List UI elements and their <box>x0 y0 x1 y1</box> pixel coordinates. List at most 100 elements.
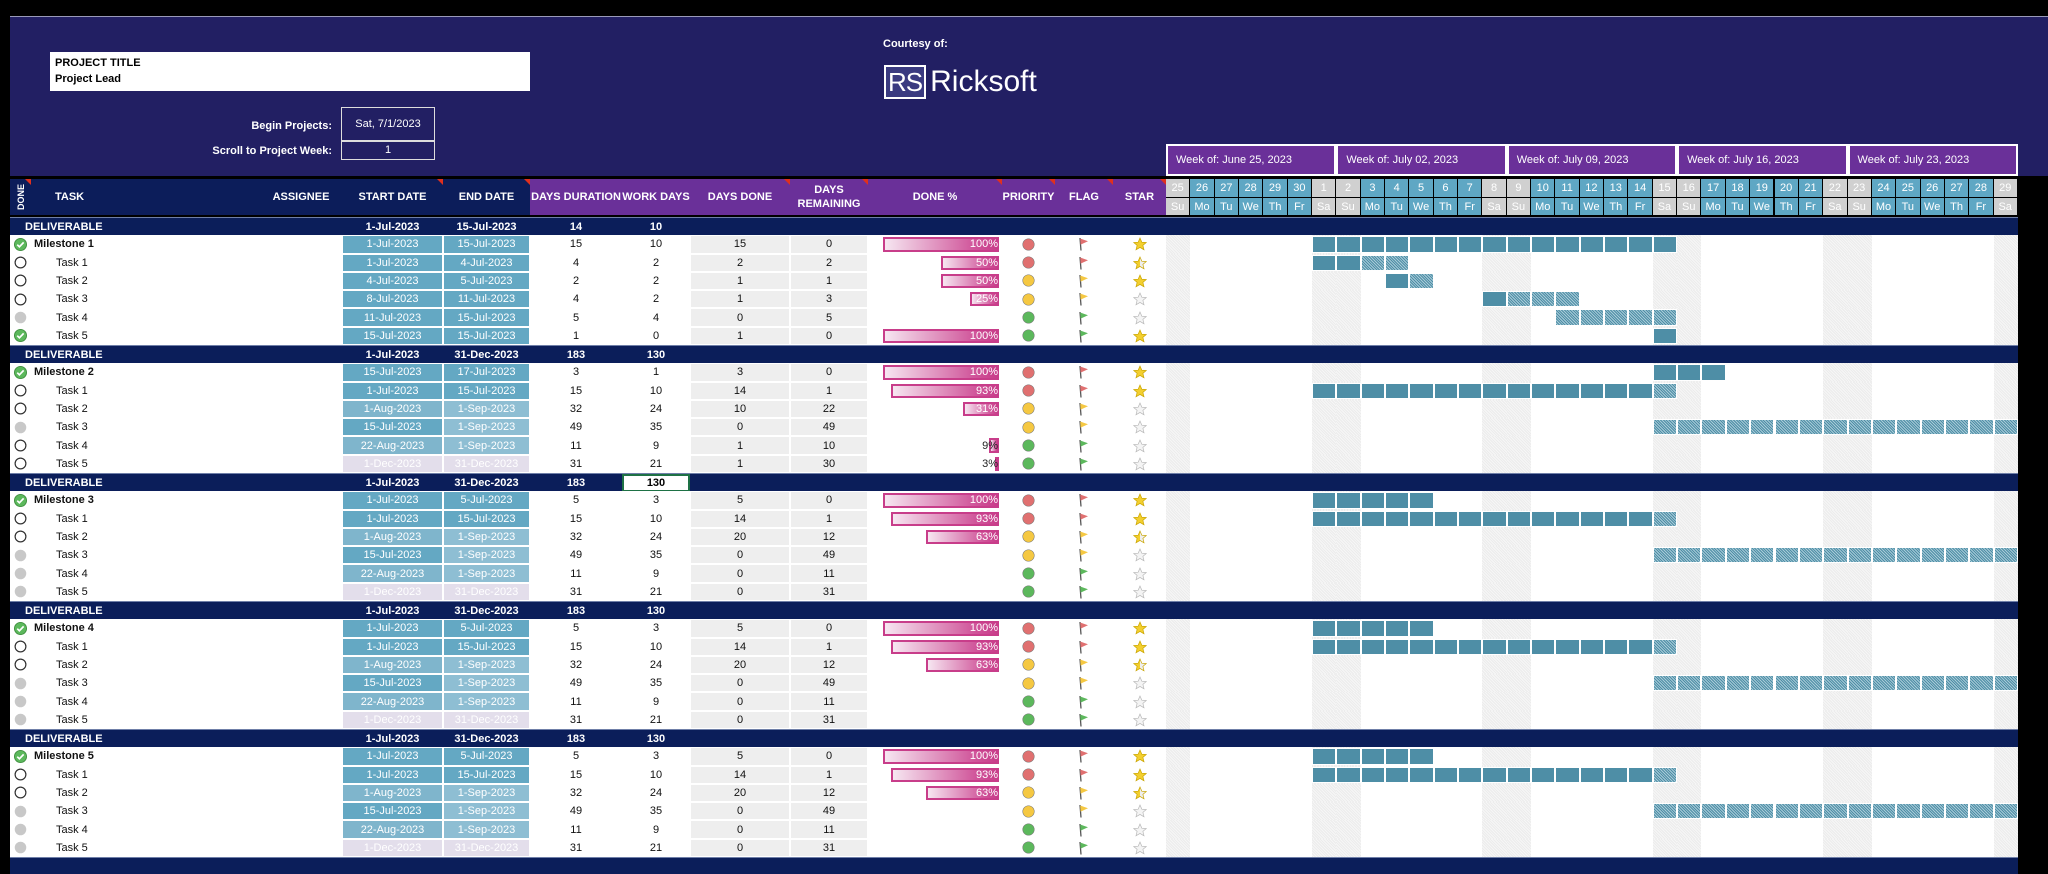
gantt-cell-remaining[interactable] <box>1701 675 1726 692</box>
gantt-cell-remaining[interactable] <box>1993 675 2018 692</box>
gantt-cell-remaining[interactable] <box>1701 547 1726 564</box>
gantt-cell-done[interactable] <box>1506 766 1532 783</box>
start-date[interactable]: 15-Jul-2023 <box>342 546 443 565</box>
gantt-cell-remaining[interactable] <box>1360 254 1386 271</box>
star-empty-icon[interactable] <box>1113 308 1166 326</box>
gantt-cell-done[interactable] <box>1579 382 1605 399</box>
end-date[interactable]: 15-Jul-2023 <box>443 326 530 345</box>
end-date[interactable]: 1-Sep-2023 <box>443 802 530 821</box>
star-empty-icon[interactable] <box>1113 692 1166 710</box>
end-date[interactable]: 1-Sep-2023 <box>443 655 530 675</box>
gantt-cell-done[interactable] <box>1482 510 1507 527</box>
gantt-cell-done[interactable] <box>1458 236 1483 253</box>
gantt-cell-done[interactable] <box>1433 382 1459 399</box>
gantt-cell-remaining[interactable] <box>1847 419 1872 436</box>
deliverable-end[interactable]: 31-Dec-2023 <box>454 605 519 618</box>
end-date[interactable]: 1-Sep-2023 <box>443 674 530 693</box>
assignee-cell[interactable] <box>260 363 342 381</box>
days-done[interactable]: 14 <box>690 509 790 528</box>
gantt-cell-remaining[interactable] <box>1628 309 1653 326</box>
start-date[interactable]: 15-Jul-2023 <box>342 326 443 345</box>
priority-green-circle-icon[interactable] <box>1002 327 1055 345</box>
gantt-cell-remaining[interactable] <box>1896 419 1921 436</box>
deliverable-duration[interactable]: 183 <box>566 605 586 618</box>
task-row[interactable]: Task 4 11-Jul-2023 15-Jul-2023 5 4 0 5 <box>10 308 2018 327</box>
gantt-cell-done[interactable] <box>1531 766 1556 783</box>
star-full-icon[interactable] <box>1113 491 1166 509</box>
days-done[interactable]: 14 <box>690 381 790 400</box>
gantt-cell-remaining[interactable] <box>1993 803 2018 820</box>
days-done[interactable]: 14 <box>690 765 790 784</box>
done-open-circle-icon[interactable] <box>10 638 31 656</box>
priority-red-circle-icon[interactable] <box>1002 254 1055 272</box>
flag-green-icon[interactable] <box>1055 711 1113 729</box>
assignee-cell[interactable] <box>260 327 342 345</box>
end-date[interactable]: 15-Jul-2023 <box>443 308 530 327</box>
task-name[interactable]: Task 5 <box>56 585 88 598</box>
gantt-cell-done[interactable] <box>1555 382 1580 399</box>
priority-green-circle-icon[interactable] <box>1002 692 1055 710</box>
task-name[interactable]: Task 3 <box>56 805 88 818</box>
column-header-flag[interactable]: FLAG <box>1055 179 1113 215</box>
gantt-cell-done[interactable] <box>1701 364 1726 381</box>
task-row[interactable]: Task 5 1-Dec-2023 31-Dec-2023 31 21 1 30 3% <box>10 454 2018 473</box>
done-open-circle-icon[interactable] <box>10 382 31 400</box>
deliverable-duration[interactable]: 183 <box>566 733 586 746</box>
assignee-cell[interactable] <box>260 564 342 582</box>
gantt-cell-done[interactable] <box>1360 492 1386 509</box>
assignee-cell[interactable] <box>260 235 342 253</box>
gantt-cell-remaining[interactable] <box>1798 419 1824 436</box>
end-date[interactable]: 1-Sep-2023 <box>443 820 530 839</box>
deliverable-duration[interactable]: 183 <box>566 477 586 490</box>
flag-green-icon[interactable] <box>1055 308 1113 326</box>
end-date[interactable]: 31-Dec-2023 <box>443 838 530 857</box>
gantt-cell-done[interactable] <box>1336 766 1361 783</box>
priority-green-circle-icon[interactable] <box>1002 711 1055 729</box>
star-full-icon[interactable] <box>1113 510 1166 528</box>
done-pending-icon[interactable] <box>10 564 31 582</box>
flag-yellow-icon[interactable] <box>1055 400 1113 418</box>
end-date[interactable]: 31-Dec-2023 <box>443 710 530 729</box>
end-date[interactable]: 15-Jul-2023 <box>443 637 530 656</box>
task-row[interactable]: Task 2 1-Aug-2023 1-Sep-2023 32 24 10 22 31% <box>10 399 2018 419</box>
task-name[interactable]: Task 4 <box>56 823 88 836</box>
deliverable-end[interactable]: 31-Dec-2023 <box>454 733 519 746</box>
assignee-cell[interactable] <box>260 528 342 546</box>
gantt-cell-done[interactable] <box>1604 236 1629 253</box>
end-date[interactable]: 1-Sep-2023 <box>443 783 530 803</box>
flag-yellow-icon[interactable] <box>1055 418 1113 436</box>
assignee-cell[interactable] <box>260 382 342 400</box>
gantt-cell-done[interactable] <box>1312 254 1337 271</box>
gantt-cell-done[interactable] <box>1531 510 1556 527</box>
start-date[interactable]: 1-Aug-2023 <box>342 783 443 803</box>
star-full-icon[interactable] <box>1113 327 1166 345</box>
task-row[interactable]: Task 2 1-Aug-2023 1-Sep-2023 32 24 20 12 63% <box>10 527 2018 547</box>
end-date[interactable]: 15-Jul-2023 <box>443 381 530 400</box>
gantt-cell-done[interactable] <box>1482 766 1507 783</box>
star-empty-icon[interactable] <box>1113 418 1166 436</box>
flag-red-icon[interactable] <box>1055 254 1113 272</box>
gantt-cell-done[interactable] <box>1409 638 1434 655</box>
flag-red-icon[interactable] <box>1055 510 1113 528</box>
flag-red-icon[interactable] <box>1055 638 1113 656</box>
deliverable-duration[interactable]: 14 <box>569 221 583 234</box>
deliverable-work-days[interactable]: 130 <box>646 733 666 746</box>
task-name[interactable]: Task 1 <box>56 256 88 269</box>
assignee-cell[interactable] <box>260 400 342 418</box>
start-date[interactable]: 8-Jul-2023 <box>342 290 443 309</box>
task-row[interactable]: Task 2 1-Aug-2023 1-Sep-2023 32 24 20 12 63% <box>10 783 2018 803</box>
priority-yellow-circle-icon[interactable] <box>1002 418 1055 436</box>
gantt-cell-remaining[interactable] <box>1823 675 1848 692</box>
task-row[interactable]: Task 3 15-Jul-2023 1-Sep-2023 49 35 0 49 <box>10 674 2018 693</box>
deliverable-end[interactable]: 15-Jul-2023 <box>456 221 517 234</box>
assignee-cell[interactable] <box>260 510 342 528</box>
start-date[interactable]: 1-Jul-2023 <box>342 253 443 272</box>
deliverable-work-days[interactable]: 130 <box>646 605 666 618</box>
task-name[interactable]: Task 3 <box>56 549 88 562</box>
start-date[interactable]: 1-Dec-2023 <box>342 582 443 601</box>
gantt-cell-done[interactable] <box>1604 510 1629 527</box>
task-name[interactable]: Task 3 <box>56 421 88 434</box>
task-name[interactable]: Task 1 <box>56 768 88 781</box>
end-date[interactable]: 11-Jul-2023 <box>443 290 530 309</box>
star-full-icon[interactable] <box>1113 272 1166 290</box>
